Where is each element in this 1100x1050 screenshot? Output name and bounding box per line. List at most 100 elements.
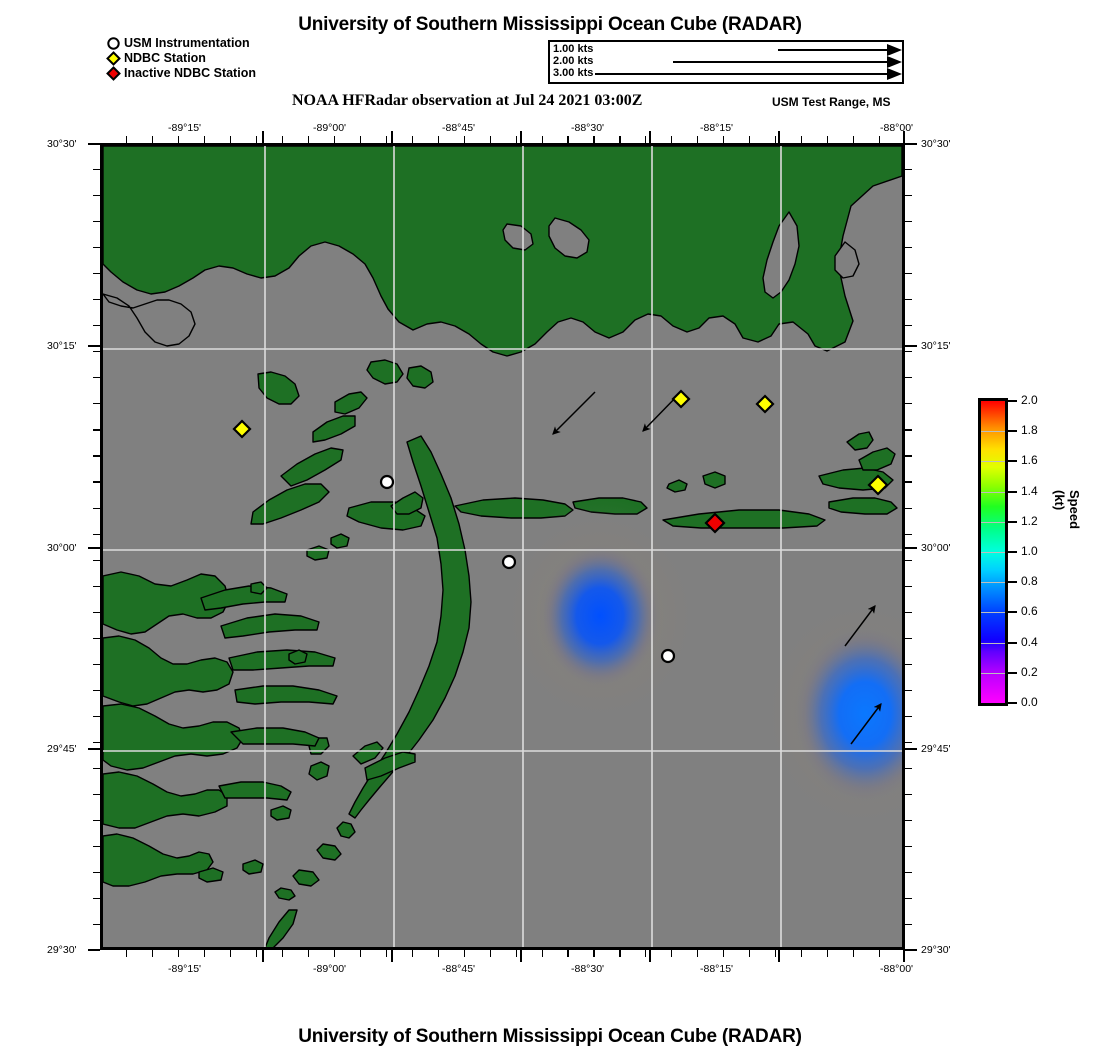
colorbar-gridline-6: [981, 582, 1005, 584]
colorbar-tick-7: [1008, 611, 1017, 614]
tick-bottom-minor-16: [515, 950, 517, 957]
tick-top-minor-26: [775, 136, 777, 143]
vector-scale-row-1: 1.00 kts: [550, 43, 902, 56]
colorbar-tick-9: [1008, 671, 1017, 674]
delta-marsh-north: [103, 571, 230, 635]
tick-bottom-minor-4: [203, 950, 206, 957]
axis-label-top-3: -88°45': [442, 122, 476, 134]
axis-label-left-4: 29°45': [47, 743, 77, 755]
tick-bottom-minor-20: [619, 950, 621, 957]
colorbar-label-1: 1.8: [1021, 423, 1038, 438]
axis-label-bottom-1: -89°15': [168, 963, 202, 975]
tick-right-minor-19: [905, 637, 912, 639]
tick-left-minor-21: [93, 689, 100, 691]
tick-bottom-minor-18: [567, 950, 569, 957]
tick-top-minor-13: [437, 136, 439, 143]
tick-right-minor-20: [905, 663, 912, 665]
tick-left-major-5: [88, 949, 100, 951]
tick-top-minor-11: [385, 136, 387, 143]
tick-top-minor-19: [593, 136, 595, 143]
tick-right-minor-29: [905, 897, 912, 900]
tick-top-major-4: [649, 131, 651, 143]
chandeleur-south-islet-4: [274, 887, 296, 901]
colorbar-tick-5: [1008, 551, 1017, 553]
tick-top-minor-4: [203, 136, 206, 143]
marsh-patch-2: [406, 365, 434, 389]
tick-left-minor-10: [93, 403, 100, 405]
station-ndbc-2[interactable]: [671, 389, 691, 409]
tick-bottom-minor-21: [645, 950, 647, 957]
tick-bottom-minor-29: [853, 950, 855, 957]
radar-map[interactable]: [100, 143, 905, 950]
tick-bottom-minor-6: [255, 950, 257, 957]
tick-right-minor-2: [905, 195, 912, 197]
vector-scale-shaft-1: [778, 49, 888, 51]
colorbar-label-3: 1.4: [1021, 483, 1038, 498]
axis-label-right-2: 30°15': [921, 340, 951, 352]
map-gridlines: [103, 146, 902, 947]
delta-arm-3: [228, 649, 336, 671]
colorbar-tick-0: [1008, 400, 1017, 402]
colorbar-tick-3: [1008, 490, 1017, 493]
delta-marsh-mid: [103, 635, 234, 707]
station-ndbc-3[interactable]: [755, 394, 775, 414]
chandeleur-south-islet-2: [316, 843, 342, 861]
tick-top-minor-16: [515, 136, 517, 143]
colorbar-label-2: 1.6: [1021, 453, 1038, 468]
tick-left-minor-3: [93, 221, 100, 223]
vector-scale-arrowhead-1: [887, 44, 902, 56]
observation-subtitle: NOAA HFRadar observation at Jul 24 2021 …: [292, 92, 643, 109]
tick-top-major-1: [262, 131, 264, 143]
tick-left-minor-19: [93, 637, 100, 639]
vector-scale-label-2: 2.00 kts: [553, 55, 596, 67]
station-ndbc-1[interactable]: [232, 419, 252, 439]
colorbar-gridline-8: [981, 642, 1005, 644]
delta-arm-5: [230, 727, 320, 747]
tick-left-minor-12: [93, 455, 100, 457]
tick-left-minor-24: [93, 767, 100, 769]
station-usm-3[interactable]: [660, 648, 676, 664]
colorbar-label-0: 2.0: [1021, 393, 1038, 407]
tick-top-minor-9: [333, 136, 335, 143]
tick-top-minor-17: [541, 136, 543, 143]
tick-right-minor-24: [905, 767, 912, 769]
map-canvas: [103, 146, 902, 947]
tick-top-minor-14: [463, 136, 465, 143]
velocity-vector-3: [844, 605, 876, 647]
round-island: [702, 471, 726, 489]
colorbar-label-7: 0.6: [1021, 604, 1038, 619]
speed-patch-east: [791, 622, 902, 806]
tick-left-minor-17: [93, 585, 100, 587]
tick-right-minor-26: [905, 819, 912, 821]
tick-top-minor-20: [619, 136, 621, 143]
station-ndbc-inactive-1[interactable]: [704, 512, 726, 534]
tick-top-minor-21: [645, 136, 647, 143]
tick-bottom-minor-1: [126, 950, 128, 957]
axis-label-left-5: 29°30': [47, 944, 77, 956]
axis-label-right-1: 30°30': [921, 138, 951, 150]
tick-right-major-2: [905, 345, 917, 347]
colorbar-label-8: 0.4: [1021, 634, 1038, 649]
tick-left-major-3: [88, 547, 100, 549]
tick-top-minor-25: [749, 136, 751, 143]
legend-item-usm-instrumentation: USM Instrumentation: [106, 36, 256, 51]
tick-bottom-minor-28: [827, 950, 829, 957]
tick-top-minor-15: [489, 136, 491, 143]
tick-top-minor-8: [307, 136, 309, 143]
tick-right-minor-17: [905, 585, 912, 587]
tick-right-minor-25: [905, 793, 912, 795]
fort-morgan-spit: [846, 431, 874, 451]
land-polygons: [103, 146, 902, 947]
marsh-patch-west: [257, 371, 300, 405]
delta-islet-7: [242, 859, 264, 875]
station-usm-1[interactable]: [379, 474, 395, 490]
tick-top-minor-22: [671, 136, 673, 143]
tick-bottom-major-6: [903, 950, 905, 962]
delta-north-spur: [250, 483, 330, 525]
station-usm-2[interactable]: [501, 554, 517, 570]
colorbar-tick-6: [1008, 581, 1017, 584]
station-marker-layer[interactable]: [232, 389, 902, 664]
station-ndbc-5[interactable]: [867, 474, 889, 496]
tick-right-minor-30: [905, 924, 912, 926]
tick-left-minor-30: [93, 924, 100, 926]
